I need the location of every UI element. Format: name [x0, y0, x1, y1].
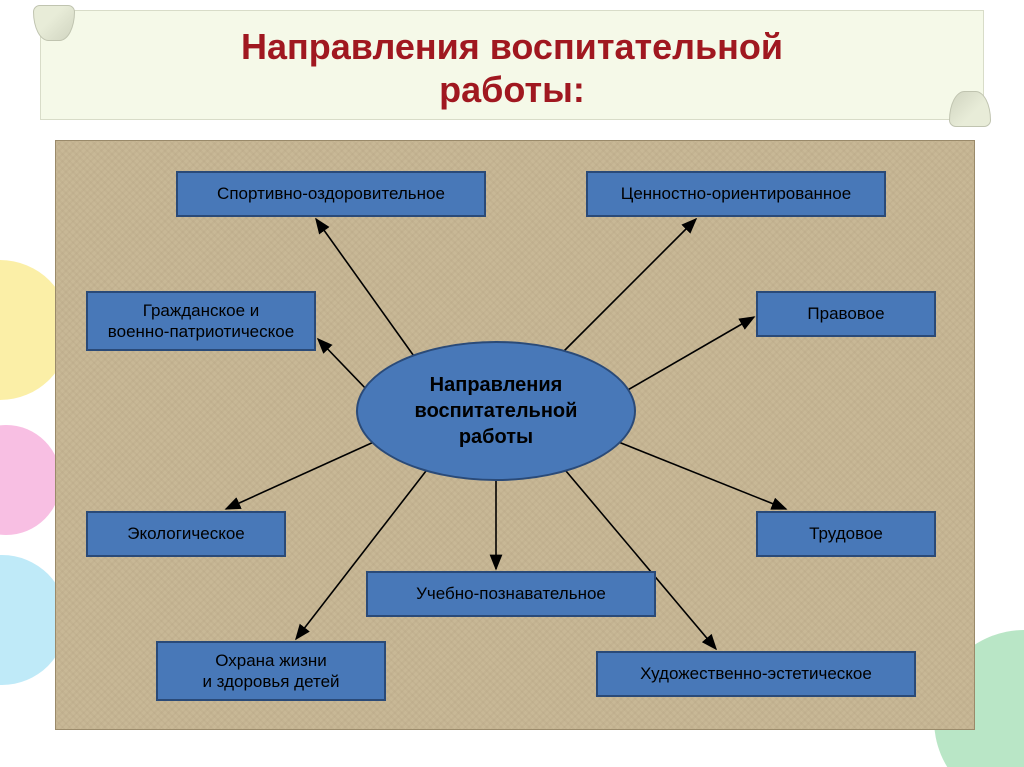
node-labour: Трудовое	[756, 511, 936, 557]
node-label: Трудовое	[809, 523, 883, 544]
node-label: Ценностно-ориентированное	[621, 183, 851, 204]
node-label: Гражданское ивоенно-патриотическое	[108, 300, 294, 343]
node-value: Ценностно-ориентированное	[586, 171, 886, 217]
node-sport: Спортивно-оздоровительное	[176, 171, 486, 217]
node-study: Учебно-познавательное	[366, 571, 656, 617]
node-civil: Гражданское ивоенно-патриотическое	[86, 291, 316, 351]
node-eco: Экологическое	[86, 511, 286, 557]
node-law: Правовое	[756, 291, 936, 337]
node-label: Экологическое	[127, 523, 245, 544]
title-scroll: Направления воспитательнойработы:	[40, 10, 984, 120]
node-label: Правовое	[807, 303, 884, 324]
node-health: Охрана жизнии здоровья детей	[156, 641, 386, 701]
diagram-canvas: Направлениявоспитательной работы Спортив…	[55, 140, 975, 730]
node-label: Художественно-эстетическое	[640, 663, 872, 684]
node-label: Охрана жизнии здоровья детей	[202, 650, 339, 693]
node-art: Художественно-эстетическое	[596, 651, 916, 697]
scroll-curl-right-icon	[949, 11, 991, 121]
node-label: Учебно-познавательное	[416, 583, 606, 604]
node-label: Спортивно-оздоровительное	[217, 183, 445, 204]
scroll-curl-left-icon	[33, 11, 75, 121]
center-label: Направлениявоспитательной работы	[378, 372, 614, 450]
page-title: Направления воспитательнойработы:	[101, 25, 923, 111]
center-node: Направлениявоспитательной работы	[356, 341, 636, 481]
